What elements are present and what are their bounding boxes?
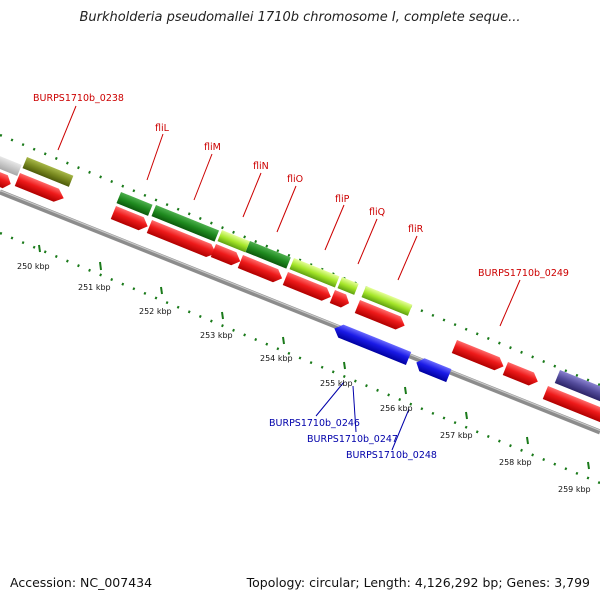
scale-label: 256 kbp bbox=[380, 404, 413, 413]
gene-label-fliM[interactable]: fliM bbox=[204, 142, 221, 153]
cds-reverse-BURPS1710b_0246[interactable] bbox=[332, 322, 412, 365]
cds-forward[interactable] bbox=[210, 244, 243, 268]
scale-label: 250 kbp bbox=[17, 262, 50, 271]
inner-tick-track bbox=[0, 231, 600, 485]
scale-label: 258 kbp bbox=[499, 458, 532, 467]
scale-label: 251 kbp bbox=[78, 283, 111, 292]
gene-label-fliQ[interactable]: fliQ bbox=[369, 207, 385, 218]
outer-tick-track bbox=[0, 133, 600, 387]
reverse-gene-labels: BURPS1710b_0246 BURPS1710b_0247 BURPS171… bbox=[269, 418, 437, 461]
gene-label-fliO[interactable]: fliO bbox=[287, 174, 303, 185]
cds-forward[interactable] bbox=[14, 173, 67, 205]
feature-fliN[interactable] bbox=[217, 230, 250, 253]
feature-BURPS1710b_0238[interactable] bbox=[22, 157, 74, 187]
forward-gene-labels: BURPS1710b_0238 fliL fliM fliN fliO fliP… bbox=[33, 93, 569, 279]
gene-label-fliR[interactable]: fliR bbox=[408, 224, 424, 235]
feature-fliP[interactable] bbox=[289, 258, 340, 288]
scale-ticks bbox=[38, 244, 590, 470]
gene-label-BURPS1710b_0238[interactable]: BURPS1710b_0238 bbox=[33, 93, 124, 104]
feature-purple[interactable] bbox=[554, 370, 600, 406]
backbone bbox=[0, 189, 600, 435]
gene-label-fliL[interactable]: fliL bbox=[155, 123, 170, 134]
cds-forward[interactable] bbox=[502, 362, 541, 388]
scale-labels: 250 kbp 251 kbp 252 kbp 253 kbp 254 kbp … bbox=[17, 262, 591, 494]
scale-label: 255 kbp bbox=[320, 379, 353, 388]
feature-fliL[interactable] bbox=[116, 192, 153, 216]
gene-label-BURPS1710b_0248[interactable]: BURPS1710b_0248 bbox=[346, 450, 437, 461]
cds-forward[interactable] bbox=[282, 272, 334, 303]
feature-grey bbox=[0, 148, 22, 176]
cds-reverse-BURPS1710b_0248[interactable] bbox=[414, 356, 452, 383]
scale-label: 254 kbp bbox=[260, 354, 293, 363]
gene-label-BURPS1710b_0246[interactable]: BURPS1710b_0246 bbox=[269, 418, 360, 429]
gene-label-fliP[interactable]: fliP bbox=[335, 194, 350, 205]
scale-label: 252 kbp bbox=[139, 307, 172, 316]
scale-label: 259 kbp bbox=[558, 485, 591, 494]
topology-text: Topology: circular; Length: 4,126,292 bp… bbox=[246, 575, 590, 590]
features bbox=[0, 148, 600, 426]
cds-forward[interactable] bbox=[0, 164, 13, 190]
scale-label: 253 kbp bbox=[200, 331, 233, 340]
cds-forward[interactable] bbox=[354, 300, 408, 332]
feature-fliQ[interactable] bbox=[337, 277, 359, 295]
gene-label-fliN[interactable]: fliN bbox=[253, 161, 269, 172]
feature-fliR[interactable] bbox=[361, 286, 413, 316]
cds-forward[interactable] bbox=[146, 220, 219, 260]
cds-forward[interactable] bbox=[542, 386, 600, 426]
map-title: Burkholderia pseudomallei 1710b chromoso… bbox=[79, 10, 521, 25]
scale-label: 257 kbp bbox=[440, 431, 473, 440]
feature-fliM[interactable] bbox=[151, 205, 220, 242]
cds-forward[interactable] bbox=[237, 255, 285, 285]
cds-forward[interactable] bbox=[110, 206, 151, 233]
forward-label-leaders bbox=[57, 105, 521, 327]
accession-text: Accession: NC_007434 bbox=[10, 575, 153, 590]
gene-label-BURPS1710b_0247[interactable]: BURPS1710b_0247 bbox=[307, 434, 398, 445]
reverse-label-leaders bbox=[315, 381, 410, 451]
cds-forward[interactable] bbox=[451, 340, 506, 373]
gene-label-BURPS1710b_0249[interactable]: BURPS1710b_0249 bbox=[478, 268, 569, 279]
cds-forward[interactable] bbox=[329, 290, 352, 310]
feature-fliO[interactable] bbox=[245, 241, 291, 269]
